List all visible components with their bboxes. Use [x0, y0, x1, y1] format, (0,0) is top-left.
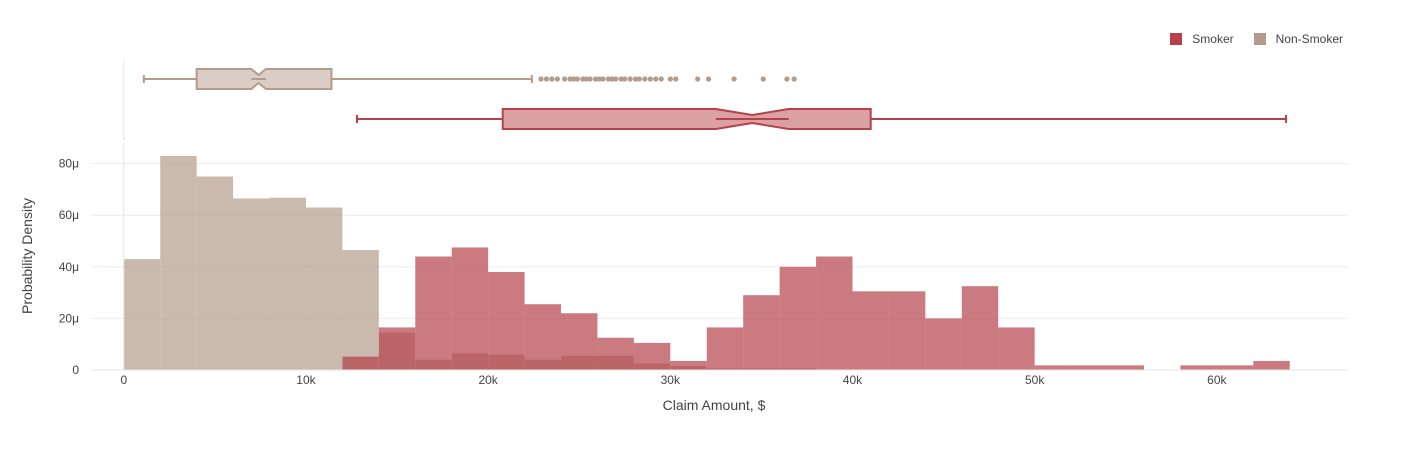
- non-smoker-outlier-point: [587, 76, 593, 82]
- non-smoker-outlier-point: [633, 76, 639, 82]
- non-smoker-histogram-bar: [160, 155, 197, 370]
- non-smoker-outlier-point: [562, 76, 568, 82]
- non-smoker-outlier-point: [642, 76, 648, 82]
- smoker-histogram-bar: [816, 256, 853, 370]
- non-smoker-outlier-point: [667, 76, 673, 82]
- smoker-histogram-bar: [633, 342, 671, 370]
- non-smoker-outlier-point: [673, 76, 679, 82]
- axes: 0 20μ 40μ 60μ 80μ 0 10k 20k 30k 40k 50k 60k: [59, 60, 1348, 387]
- non-smoker-histogram-bar: [233, 198, 270, 370]
- non-smoker-outlier-point: [647, 76, 653, 82]
- legend-swatch: [1170, 33, 1183, 45]
- non-smoker-histogram-bar: [342, 250, 379, 370]
- non-smoker-outlier-point: [538, 76, 544, 82]
- y-tick-label: 0: [72, 363, 79, 377]
- non-smoker-histogram-bar: [196, 176, 234, 370]
- histogram-bars: [123, 155, 1290, 370]
- smoker-box: [501, 108, 872, 130]
- non-smoker-outlier-point: [571, 76, 577, 82]
- x-tick-label: 10k: [296, 373, 316, 387]
- smoker-histogram-bar: [888, 291, 926, 370]
- legend-label: Non-Smoker: [1275, 32, 1343, 46]
- non-smoker-outlier-point: [658, 76, 664, 82]
- non-smoker-outlier-point: [695, 76, 701, 82]
- y-tick-label: 60μ: [59, 208, 79, 222]
- legend-item-smoker[interactable]: Smoker: [1170, 32, 1234, 46]
- non-smoker-outlier-point: [784, 76, 790, 82]
- non-smoker-outlier-point: [627, 76, 633, 82]
- non-smoker-outlier-point: [605, 76, 611, 82]
- non-smoker-outlier-point: [760, 76, 766, 82]
- smoker-histogram-bar: [1253, 360, 1290, 370]
- y-axis-title: Probability Density: [19, 198, 35, 314]
- x-tick-label: 30k: [661, 373, 681, 387]
- legend-item-non-smoker[interactable]: Non-Smoker: [1253, 32, 1343, 46]
- smoker-histogram-bar: [961, 286, 999, 370]
- smoker-histogram-bar: [524, 304, 562, 370]
- legend-swatch: [1253, 33, 1266, 45]
- non-smoker-outlier-point: [600, 76, 606, 82]
- y-tick-label: 40μ: [59, 260, 79, 274]
- non-smoker-histogram-bar: [305, 207, 343, 370]
- non-smoker-outlier-point: [636, 76, 642, 82]
- legend-label: Smoker: [1192, 32, 1234, 46]
- smoker-histogram-bar: [925, 318, 962, 370]
- non-smoker-outlier-point: [609, 76, 615, 82]
- smoker-histogram-bar: [415, 256, 452, 370]
- smoker-histogram-bar: [451, 247, 489, 370]
- non-smoker-outlier-point: [580, 76, 586, 82]
- non-smoker-outlier-point: [791, 76, 797, 82]
- smoker-histogram-bar: [779, 266, 817, 370]
- non-smoker-outlier-point: [731, 76, 737, 82]
- non-smoker-outlier-point: [618, 76, 624, 82]
- smoker-histogram-bar: [670, 360, 707, 370]
- smoker-histogram-bar: [1180, 365, 1217, 370]
- smoker-histogram-bar: [342, 356, 379, 370]
- x-tick-label: 40k: [843, 373, 863, 387]
- non-smoker-outlier-point: [583, 76, 590, 82]
- box-plots: [142, 68, 1288, 130]
- smoker-histogram-bar: [597, 337, 634, 370]
- x-tick-label: 0: [120, 373, 127, 387]
- non-smoker-outlier-point: [613, 76, 619, 82]
- non-smoker-outlier-point: [705, 76, 712, 82]
- smoker-histogram-bar: [1216, 365, 1254, 370]
- smoker-histogram-bar: [998, 327, 1035, 370]
- x-axis-title: Claim Amount, $: [663, 397, 766, 413]
- smoker-histogram-bar: [1034, 365, 1072, 370]
- non-smoker-histogram-bar: [123, 259, 161, 370]
- x-tick-label: 50k: [1025, 373, 1045, 387]
- smoker-histogram-bar: [378, 327, 416, 370]
- non-smoker-outlier-point: [622, 76, 628, 82]
- smoker-histogram-bar: [1071, 365, 1108, 370]
- non-smoker-outlier-point: [574, 76, 581, 82]
- y-tick-label: 80μ: [59, 157, 79, 171]
- non-smoker-outlier-point: [543, 76, 550, 82]
- smoker-histogram-bar: [743, 295, 780, 370]
- non-smoker-outlier-point: [567, 76, 573, 82]
- y-tick-label: 20μ: [59, 311, 79, 325]
- smoker-histogram-bar: [488, 271, 525, 370]
- x-tick-label: 60k: [1207, 373, 1227, 387]
- legend: Smoker Non-Smoker: [1170, 32, 1343, 46]
- smoker-histogram-bar: [1107, 365, 1144, 370]
- non-smoker-histogram-bar: [269, 197, 306, 370]
- smoker-histogram-bar: [561, 313, 598, 370]
- non-smoker-outlier-point: [653, 76, 659, 82]
- non-smoker-outlier-point: [593, 76, 599, 82]
- non-smoker-outlier-point: [549, 76, 555, 82]
- x-tick-label: 20k: [478, 373, 498, 387]
- non-smoker-outlier-point: [596, 76, 602, 82]
- smoker-histogram-bar: [706, 327, 744, 370]
- smoker-histogram-bar: [852, 291, 889, 370]
- non-smoker-outlier-point: [554, 76, 560, 82]
